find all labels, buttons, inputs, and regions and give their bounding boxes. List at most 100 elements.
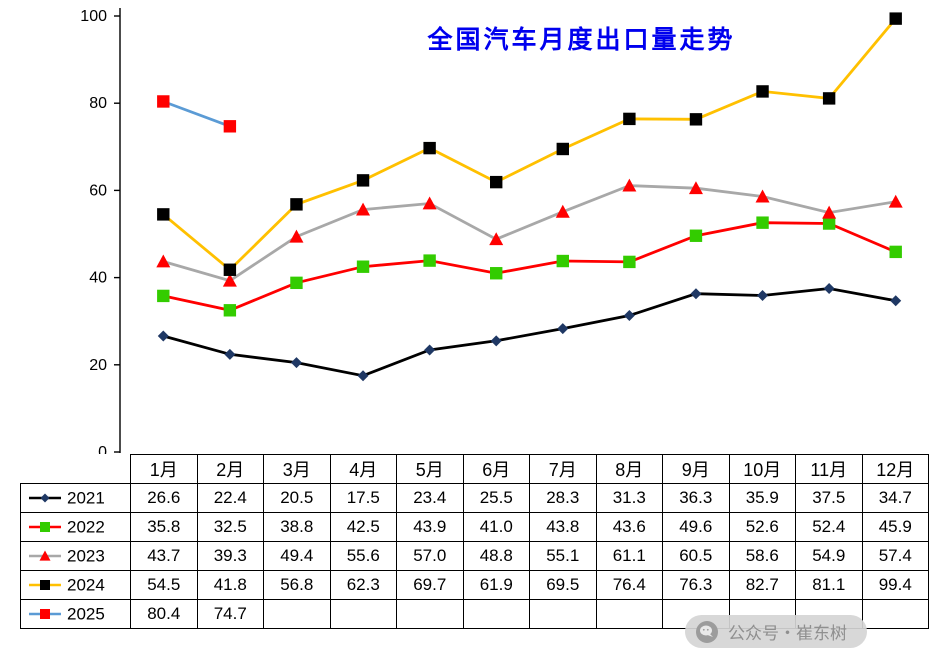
value-cell-2022-4月: 42.5 — [329, 512, 397, 542]
series-line-2025 — [162, 100, 231, 128]
value-cell-2025-7月 — [529, 599, 597, 629]
series-2021 — [157, 283, 902, 382]
month-header-cell: 3月 — [263, 454, 331, 484]
watermark-text: 公众号・崔东树 — [728, 624, 847, 643]
legend-key-2022 — [29, 522, 61, 533]
diamond-marker — [224, 348, 236, 360]
square-marker — [290, 276, 303, 290]
value-cell-2024-12月: 99.4 — [861, 570, 929, 600]
series-year-label: 2023 — [67, 546, 105, 566]
value-cell-2021-9月: 36.3 — [662, 483, 730, 513]
diamond-marker — [890, 295, 902, 307]
triangle-marker — [622, 178, 637, 192]
value-cell-2024-9月: 76.3 — [662, 570, 730, 600]
value-cell-2023-4月: 55.6 — [329, 541, 397, 571]
value-cell-2023-8月: 61.1 — [595, 541, 663, 571]
series-line-2024 — [162, 17, 897, 272]
square-marker — [689, 113, 703, 126]
square-marker — [490, 267, 503, 280]
series-line-2021 — [162, 287, 896, 378]
legend-key-2024 — [29, 580, 61, 591]
series-line-2022 — [163, 221, 897, 312]
series-year-label: 2024 — [67, 575, 105, 595]
value-cell-2023-9月: 60.5 — [662, 541, 730, 571]
square-marker — [157, 95, 170, 108]
square-marker — [822, 217, 836, 230]
square-marker — [423, 254, 436, 267]
square-marker — [157, 289, 170, 303]
square-marker — [490, 175, 503, 189]
y-axis-tick-label: 100 — [80, 8, 107, 25]
value-cell-2025-2月: 74.7 — [196, 599, 264, 629]
square-marker — [157, 208, 170, 221]
value-cell-2025-5月 — [396, 599, 464, 629]
diamond-marker — [757, 289, 769, 301]
month-header-cell: 4月 — [329, 454, 397, 484]
series-2023 — [156, 178, 903, 287]
series-year-label: 2021 — [67, 488, 105, 508]
table-corner-cell — [20, 454, 131, 484]
table-row-2021: 2021 26.6 22.4 20.5 17.5 23.4 25.5 28.3 31.3 36.3… — [20, 483, 929, 513]
triangle-marker — [822, 205, 837, 219]
diamond-marker — [357, 370, 369, 382]
square-marker — [822, 92, 836, 105]
value-cell-2023-2月: 39.3 — [196, 541, 264, 571]
value-cell-2025-6月 — [462, 599, 530, 629]
square-marker — [356, 260, 370, 273]
month-header-cell: 9月 — [662, 454, 730, 484]
series-year-label: 2025 — [67, 604, 105, 624]
value-cell-2024-11月: 81.1 — [795, 570, 863, 600]
value-cell-2022-3月: 38.8 — [263, 512, 331, 542]
diamond-marker — [823, 283, 835, 294]
value-cell-2022-12月: 45.9 — [861, 512, 929, 542]
triangle-marker — [222, 273, 237, 287]
square-marker — [290, 198, 303, 211]
value-cell-2024-10月: 82.7 — [728, 570, 796, 600]
value-cell-2025-3月 — [263, 599, 331, 629]
legend-cell-2024: 2024 — [20, 570, 131, 600]
triangle-marker — [489, 232, 504, 246]
square-marker — [40, 522, 50, 533]
value-cell-2025-8月 — [595, 599, 663, 629]
value-cell-2021-4月: 17.5 — [329, 483, 397, 513]
value-cell-2025-12月 — [861, 599, 929, 629]
value-cell-2024-3月: 56.8 — [263, 570, 331, 600]
series-2025 — [157, 95, 237, 133]
value-cell-2021-12月: 34.7 — [861, 483, 929, 513]
diamond-marker — [157, 330, 169, 342]
legend-key-2021 — [29, 493, 61, 503]
triangle-marker — [289, 229, 304, 243]
square-marker — [623, 255, 636, 269]
square-marker — [889, 12, 902, 25]
value-cell-2021-3月: 20.5 — [263, 483, 331, 513]
table-row-2024: 2024 54.5 41.8 56.8 62.3 69.7 61.9 69.5 76.4 76.3… — [20, 570, 929, 600]
value-cell-2022-8月: 43.6 — [595, 512, 663, 542]
value-cell-2021-7月: 28.3 — [529, 483, 597, 513]
value-cell-2023-11月: 54.9 — [795, 541, 863, 571]
value-cell-2023-1月: 43.7 — [130, 541, 198, 571]
value-cell-2024-6月: 61.9 — [462, 570, 530, 600]
y-axis-tick-label: 40 — [89, 270, 107, 287]
square-marker — [623, 112, 636, 126]
month-header-cell: 7月 — [529, 454, 597, 484]
square-marker — [223, 304, 237, 317]
diamond-marker — [557, 323, 569, 335]
month-header-cell: 2月 — [196, 454, 264, 484]
value-cell-2023-6月: 48.8 — [462, 541, 530, 571]
value-cell-2022-9月: 49.6 — [662, 512, 730, 542]
data-table: 1月 2月 3月 4月 5月 6月 7月 8月 9月 10月 11月 12月 2021 26.6 22.4… — [20, 454, 929, 629]
value-cell-2022-1月: 35.8 — [130, 512, 198, 542]
value-cell-2021-6月: 25.5 — [462, 483, 530, 513]
line-chart: 0 20 40 60 80 100 — [80, 8, 903, 454]
value-cell-2024-4月: 62.3 — [329, 570, 397, 600]
month-header-cell: 12月 — [861, 454, 929, 484]
value-cell-2022-10月: 52.6 — [728, 512, 796, 542]
diamond-marker — [40, 493, 50, 503]
legend-key-2023 — [29, 550, 61, 561]
square-marker — [356, 174, 370, 187]
triangle-marker — [555, 204, 570, 218]
square-marker — [756, 85, 769, 98]
square-marker — [689, 229, 703, 242]
square-marker — [223, 120, 237, 133]
